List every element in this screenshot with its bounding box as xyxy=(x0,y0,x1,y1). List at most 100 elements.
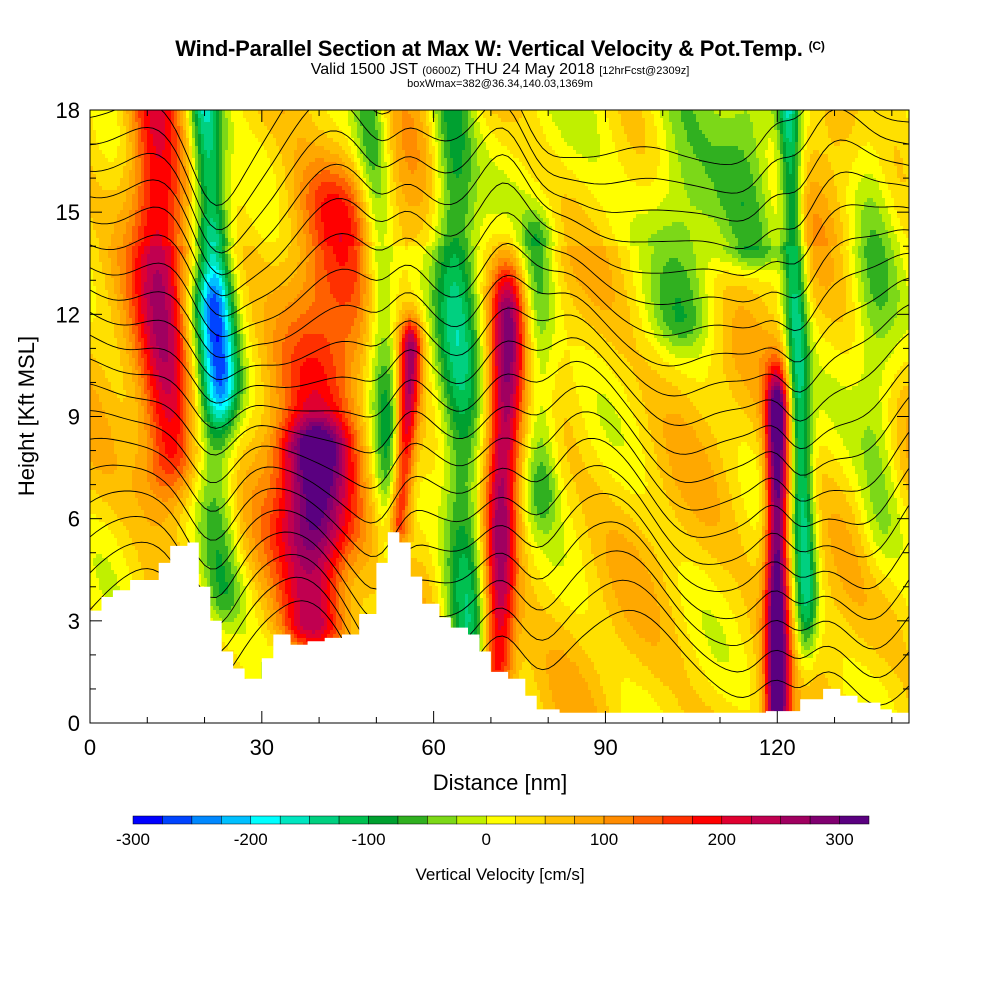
w-cell xyxy=(129,570,133,575)
w-cell xyxy=(102,462,106,467)
w-cell xyxy=(132,134,136,139)
w-cell xyxy=(129,206,133,211)
w-cell xyxy=(135,470,139,475)
w-cell xyxy=(114,358,118,363)
w-cell xyxy=(108,286,112,291)
w-cell xyxy=(99,110,103,115)
w-cell xyxy=(135,566,139,571)
w-cell xyxy=(111,346,115,351)
w-cell xyxy=(117,358,121,363)
w-cell xyxy=(141,110,145,115)
w-cell xyxy=(90,110,94,115)
w-cell xyxy=(102,270,106,275)
w-cell xyxy=(108,178,112,183)
w-cell xyxy=(129,434,133,439)
w-cell xyxy=(96,454,100,459)
w-cell xyxy=(108,474,112,479)
w-cell xyxy=(93,538,97,543)
w-cell xyxy=(132,150,136,155)
w-cell xyxy=(90,582,94,587)
w-cell xyxy=(123,142,127,147)
w-cell xyxy=(96,334,100,339)
w-cell xyxy=(108,418,112,423)
w-cell xyxy=(90,486,94,491)
w-cell xyxy=(129,474,133,479)
w-cell xyxy=(99,154,103,159)
w-cell xyxy=(117,494,121,499)
w-cell xyxy=(138,410,142,415)
w-cell xyxy=(117,478,121,483)
w-cell xyxy=(105,566,109,571)
w-cell xyxy=(111,250,115,255)
w-cell xyxy=(117,474,121,479)
w-cell xyxy=(132,190,136,195)
w-cell xyxy=(117,226,121,231)
w-cell xyxy=(135,310,139,315)
w-cell xyxy=(102,466,106,471)
w-cell xyxy=(135,490,139,495)
w-cell xyxy=(114,478,118,483)
w-cell xyxy=(90,214,94,219)
w-cell xyxy=(117,222,121,227)
w-cell xyxy=(141,178,145,183)
w-cell xyxy=(132,178,136,183)
w-cell xyxy=(141,378,145,383)
w-cell xyxy=(105,270,109,275)
w-cell xyxy=(123,402,127,407)
w-cell xyxy=(141,514,145,519)
w-cell xyxy=(105,522,109,527)
w-cell xyxy=(93,282,97,287)
w-cell xyxy=(111,322,115,327)
w-cell xyxy=(114,166,118,171)
w-cell xyxy=(135,270,139,275)
w-cell xyxy=(93,162,97,167)
w-cell xyxy=(96,418,100,423)
w-cell xyxy=(102,146,106,151)
w-cell xyxy=(132,314,136,319)
w-cell xyxy=(138,146,142,151)
w-cell xyxy=(108,210,112,215)
w-cell xyxy=(126,538,130,543)
w-cell xyxy=(120,434,124,439)
w-cell xyxy=(132,238,136,243)
w-cell xyxy=(90,122,94,127)
w-cell xyxy=(120,350,124,355)
w-cell xyxy=(105,222,109,227)
w-cell xyxy=(108,214,112,219)
w-cell xyxy=(90,198,94,203)
w-cell xyxy=(114,134,118,139)
w-cell xyxy=(129,366,133,371)
w-cell xyxy=(132,194,136,199)
w-cell xyxy=(96,118,100,123)
w-cell xyxy=(111,122,115,127)
w-cell xyxy=(120,502,124,507)
w-cell xyxy=(138,246,142,251)
w-cell xyxy=(99,466,103,471)
w-cell xyxy=(96,482,100,487)
w-cell xyxy=(102,430,106,435)
w-cell xyxy=(102,402,106,407)
w-cell xyxy=(141,566,145,571)
w-cell xyxy=(96,470,100,475)
w-cell xyxy=(93,326,97,331)
w-cell xyxy=(126,474,130,479)
w-cell xyxy=(120,198,124,203)
w-cell xyxy=(138,306,142,311)
w-cell xyxy=(126,322,130,327)
w-cell xyxy=(111,586,115,591)
w-cell xyxy=(129,386,133,391)
w-cell xyxy=(141,398,145,403)
w-cell xyxy=(138,538,142,543)
w-cell xyxy=(102,358,106,363)
w-cell xyxy=(111,530,115,535)
w-cell xyxy=(108,270,112,275)
w-cell xyxy=(126,550,130,555)
w-cell xyxy=(105,326,109,331)
w-cell xyxy=(135,302,139,307)
w-cell xyxy=(111,126,115,131)
w-cell xyxy=(102,530,106,535)
w-cell xyxy=(132,262,136,267)
w-cell xyxy=(114,494,118,499)
w-cell xyxy=(114,130,118,135)
w-cell xyxy=(102,378,106,383)
